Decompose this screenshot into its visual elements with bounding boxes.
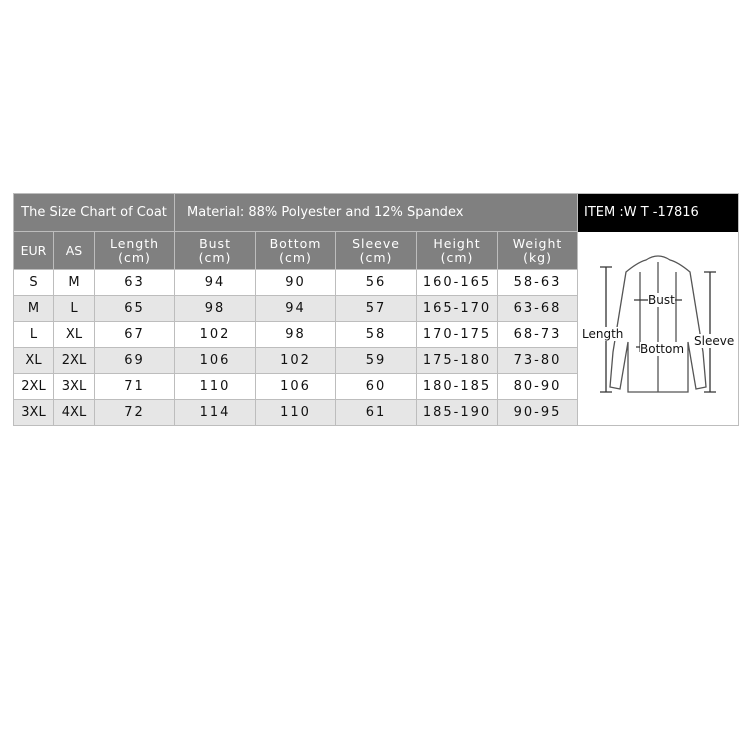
bust-label: Bust bbox=[648, 293, 675, 307]
table-cell: 71 bbox=[93, 373, 176, 400]
table-cell: 63-68 bbox=[497, 295, 579, 322]
chart-title: The Size Chart of Coat bbox=[12, 193, 176, 232]
bottom-label: Bottom bbox=[640, 342, 685, 356]
column-header: Bust (cm) bbox=[174, 231, 257, 270]
column-name: Bust bbox=[199, 235, 231, 251]
table-cell: 58 bbox=[335, 321, 418, 348]
column-header: Bottom (cm) bbox=[255, 231, 337, 270]
table-row: 3XL 4XL 72 114 110 61 185-190 90-95 bbox=[13, 399, 579, 426]
table-cell: 165-170 bbox=[416, 295, 499, 322]
table-cell: 67 bbox=[93, 321, 176, 348]
table-cell: 114 bbox=[174, 399, 257, 426]
column-name: Sleeve bbox=[352, 235, 400, 251]
table-row: XL 2XL 69 106 102 59 175-180 73-80 bbox=[13, 347, 579, 374]
table-row: L XL 67 102 98 58 170-175 68-73 bbox=[13, 321, 579, 348]
table-cell: 56 bbox=[335, 269, 418, 296]
column-name: Bottom bbox=[269, 235, 322, 251]
table-cell: 3XL bbox=[53, 373, 95, 400]
table-cell: 60 bbox=[335, 373, 418, 400]
table-cell: L bbox=[13, 321, 54, 348]
table-cell: 73-80 bbox=[497, 347, 579, 374]
table-cell: 2XL bbox=[53, 347, 95, 374]
size-table: The Size Chart of Coat Material: 88% Poly… bbox=[12, 193, 579, 426]
table-cell: 110 bbox=[255, 399, 337, 426]
column-unit: (cm) bbox=[118, 249, 151, 265]
table-cell: 110 bbox=[174, 373, 257, 400]
column-name: EUR bbox=[20, 242, 47, 258]
item-number: ITEM :W T -17816 bbox=[578, 194, 738, 232]
table-cell: S bbox=[13, 269, 54, 296]
column-header: Sleeve (cm) bbox=[335, 231, 418, 270]
table-row: 2XL 3XL 71 110 106 60 180-185 80-90 bbox=[13, 373, 579, 400]
table-cell: 160-165 bbox=[416, 269, 499, 296]
sleeve-label: Sleeve bbox=[694, 334, 735, 348]
column-header: Height (cm) bbox=[416, 231, 499, 270]
table-cell: 175-180 bbox=[416, 347, 499, 374]
column-name: Length bbox=[109, 235, 160, 251]
table-cell: 2XL bbox=[13, 373, 54, 400]
table-cell: 170-175 bbox=[416, 321, 499, 348]
table-cell: 106 bbox=[255, 373, 337, 400]
table-cell: L bbox=[53, 295, 95, 322]
column-unit: (cm) bbox=[440, 249, 474, 265]
table-cell: 63 bbox=[93, 269, 176, 296]
table-cell: 65 bbox=[93, 295, 176, 322]
column-unit: (kg) bbox=[523, 249, 552, 265]
column-header: Weight (kg) bbox=[497, 231, 579, 270]
size-chart: The Size Chart of Coat Material: 88% Poly… bbox=[12, 193, 739, 427]
column-name: AS bbox=[65, 242, 83, 258]
table-cell: 69 bbox=[93, 347, 176, 374]
length-label: Length bbox=[582, 327, 624, 341]
table-cell: 4XL bbox=[53, 399, 95, 426]
table-cell: 72 bbox=[93, 399, 176, 426]
table-cell: XL bbox=[53, 321, 95, 348]
column-header: EUR bbox=[13, 231, 54, 270]
table-cell: 102 bbox=[255, 347, 337, 374]
table-cell: 185-190 bbox=[416, 399, 499, 426]
column-unit: (cm) bbox=[198, 249, 232, 265]
table-cell: 98 bbox=[174, 295, 257, 322]
table-cell: 61 bbox=[335, 399, 418, 426]
column-unit: (cm) bbox=[359, 249, 393, 265]
table-cell: M bbox=[13, 295, 54, 322]
column-header: Length (cm) bbox=[93, 231, 176, 270]
table-cell: XL bbox=[13, 347, 54, 374]
table-cell: 180-185 bbox=[416, 373, 499, 400]
column-name: Weight bbox=[512, 235, 563, 251]
table-cell: 98 bbox=[255, 321, 337, 348]
table-cell: 80-90 bbox=[497, 373, 579, 400]
table-cell: 58-63 bbox=[497, 269, 579, 296]
table-cell: 57 bbox=[335, 295, 418, 322]
material-info: Material: 88% Polyester and 12% Spandex bbox=[174, 193, 579, 232]
table-cell: M bbox=[53, 269, 95, 296]
table-cell: 94 bbox=[255, 295, 337, 322]
table-cell: 102 bbox=[174, 321, 257, 348]
table-cell: 59 bbox=[335, 347, 418, 374]
column-unit: (cm) bbox=[279, 249, 312, 265]
table-cell: 90-95 bbox=[497, 399, 579, 426]
table-cell: 68-73 bbox=[497, 321, 579, 348]
table-cell: 3XL bbox=[13, 399, 54, 426]
table-cell: 90 bbox=[255, 269, 337, 296]
table-row: S M 63 94 90 56 160-165 58-63 bbox=[13, 269, 579, 296]
table-cell: 106 bbox=[174, 347, 257, 374]
column-name: Height bbox=[433, 235, 481, 251]
diagram-panel: ITEM :W T -17816 Length Bust Bottom Slee… bbox=[577, 193, 739, 426]
table-row: M L 65 98 94 57 165-170 63-68 bbox=[13, 295, 579, 322]
table-cell: 94 bbox=[174, 269, 257, 296]
column-header: AS bbox=[53, 231, 95, 270]
